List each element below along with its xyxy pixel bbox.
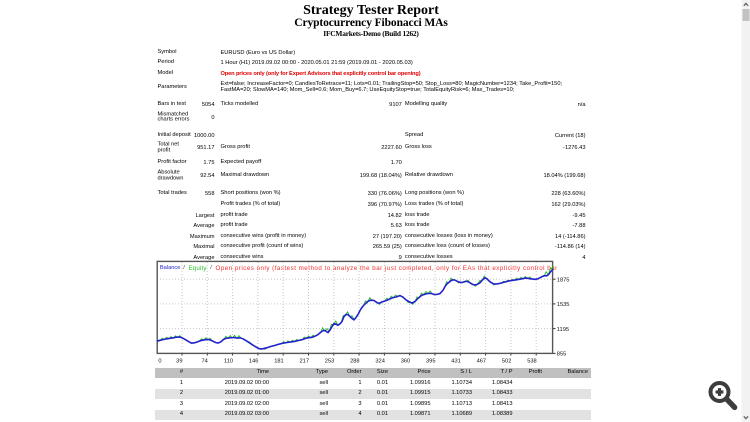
svg-text:1195: 1195 xyxy=(557,327,569,333)
svg-text:1875: 1875 xyxy=(557,278,570,284)
svg-text:0: 0 xyxy=(158,359,161,365)
svg-text:467: 467 xyxy=(477,359,487,365)
svg-text:431: 431 xyxy=(451,359,461,365)
svg-text:360: 360 xyxy=(401,359,411,365)
svg-text:538: 538 xyxy=(527,359,537,365)
svg-text:181: 181 xyxy=(274,359,284,365)
svg-text:217: 217 xyxy=(300,359,310,365)
svg-text:395: 395 xyxy=(426,359,436,365)
svg-text:324: 324 xyxy=(375,359,385,365)
svg-text:288: 288 xyxy=(350,359,360,365)
svg-text:146: 146 xyxy=(249,359,259,365)
svg-text:253: 253 xyxy=(325,359,335,365)
svg-text:110: 110 xyxy=(224,359,233,365)
svg-text:502: 502 xyxy=(502,359,512,365)
svg-text:1535: 1535 xyxy=(557,302,570,308)
svg-text:855: 855 xyxy=(557,352,567,358)
svg-text:39: 39 xyxy=(176,359,182,365)
svg-text:74: 74 xyxy=(201,359,207,365)
